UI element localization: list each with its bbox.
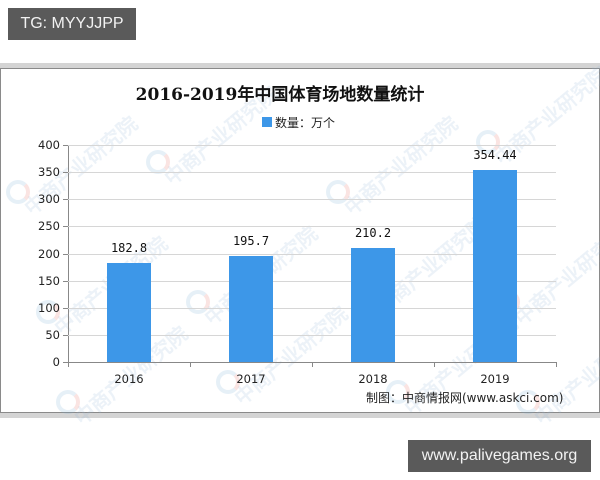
y-tick	[63, 308, 68, 309]
y-tick	[63, 254, 68, 255]
y-tick	[63, 362, 68, 363]
y-tick	[63, 281, 68, 282]
bar-2017[interactable]	[229, 256, 273, 362]
website-tag-overlay: www.palivegames.org	[408, 440, 591, 472]
chart-source: 制图：中商情报网(www.askci.com)	[366, 391, 564, 405]
y-tick	[63, 172, 68, 173]
telegram-tag-overlay: TG: MYYJJPP	[8, 8, 136, 40]
gridline	[68, 281, 556, 282]
bar-value-label: 354.44	[473, 148, 517, 162]
y-tick-label: 250	[38, 219, 60, 233]
gridline	[68, 335, 556, 336]
x-tick	[434, 362, 435, 367]
chart-title: 2016-2019年中国体育场地数量统计	[0, 80, 600, 105]
x-tick	[68, 362, 69, 367]
bar-value-label: 182.8	[110, 241, 148, 255]
y-tick-label: 400	[38, 138, 60, 152]
bar-2016[interactable]	[107, 263, 151, 362]
legend-swatch-icon	[262, 117, 272, 127]
bar-value-label: 210.2	[354, 226, 392, 240]
bar-2018[interactable]	[351, 248, 395, 362]
y-tick-label: 150	[38, 274, 60, 288]
gridline	[68, 172, 556, 173]
gridline	[68, 254, 556, 255]
x-tick	[556, 362, 557, 367]
x-tick-label: 2018	[358, 372, 388, 386]
y-tick	[63, 226, 68, 227]
y-tick	[63, 199, 68, 200]
gridline	[68, 226, 556, 227]
legend-label: 数量：万个	[275, 115, 336, 130]
x-tick	[312, 362, 313, 367]
x-tick	[190, 362, 191, 367]
bar-2019[interactable]	[473, 170, 517, 362]
y-tick	[63, 335, 68, 336]
x-tick-label: 2016	[114, 372, 144, 386]
gridline	[68, 199, 556, 200]
y-tick-label: 300	[38, 192, 60, 206]
y-tick-label: 0	[52, 355, 60, 369]
chart-top-band	[0, 63, 600, 68]
chart-legend: 数量：万个	[262, 114, 335, 130]
y-tick	[63, 145, 68, 146]
chart-title-text: 2016-2019年中国体育场地数量统计	[135, 85, 425, 105]
gridline	[68, 308, 556, 309]
y-tick-label: 350	[38, 165, 60, 179]
gridline	[68, 145, 556, 146]
y-tick-label: 100	[38, 301, 60, 315]
y-axis-line	[68, 145, 69, 365]
bar-value-label: 195.7	[232, 234, 270, 248]
chart-bottom-band	[0, 413, 600, 418]
y-tick-label: 200	[38, 247, 60, 261]
y-tick-label: 50	[45, 328, 60, 342]
x-tick-label: 2017	[236, 372, 266, 386]
x-tick-label: 2019	[480, 372, 510, 386]
